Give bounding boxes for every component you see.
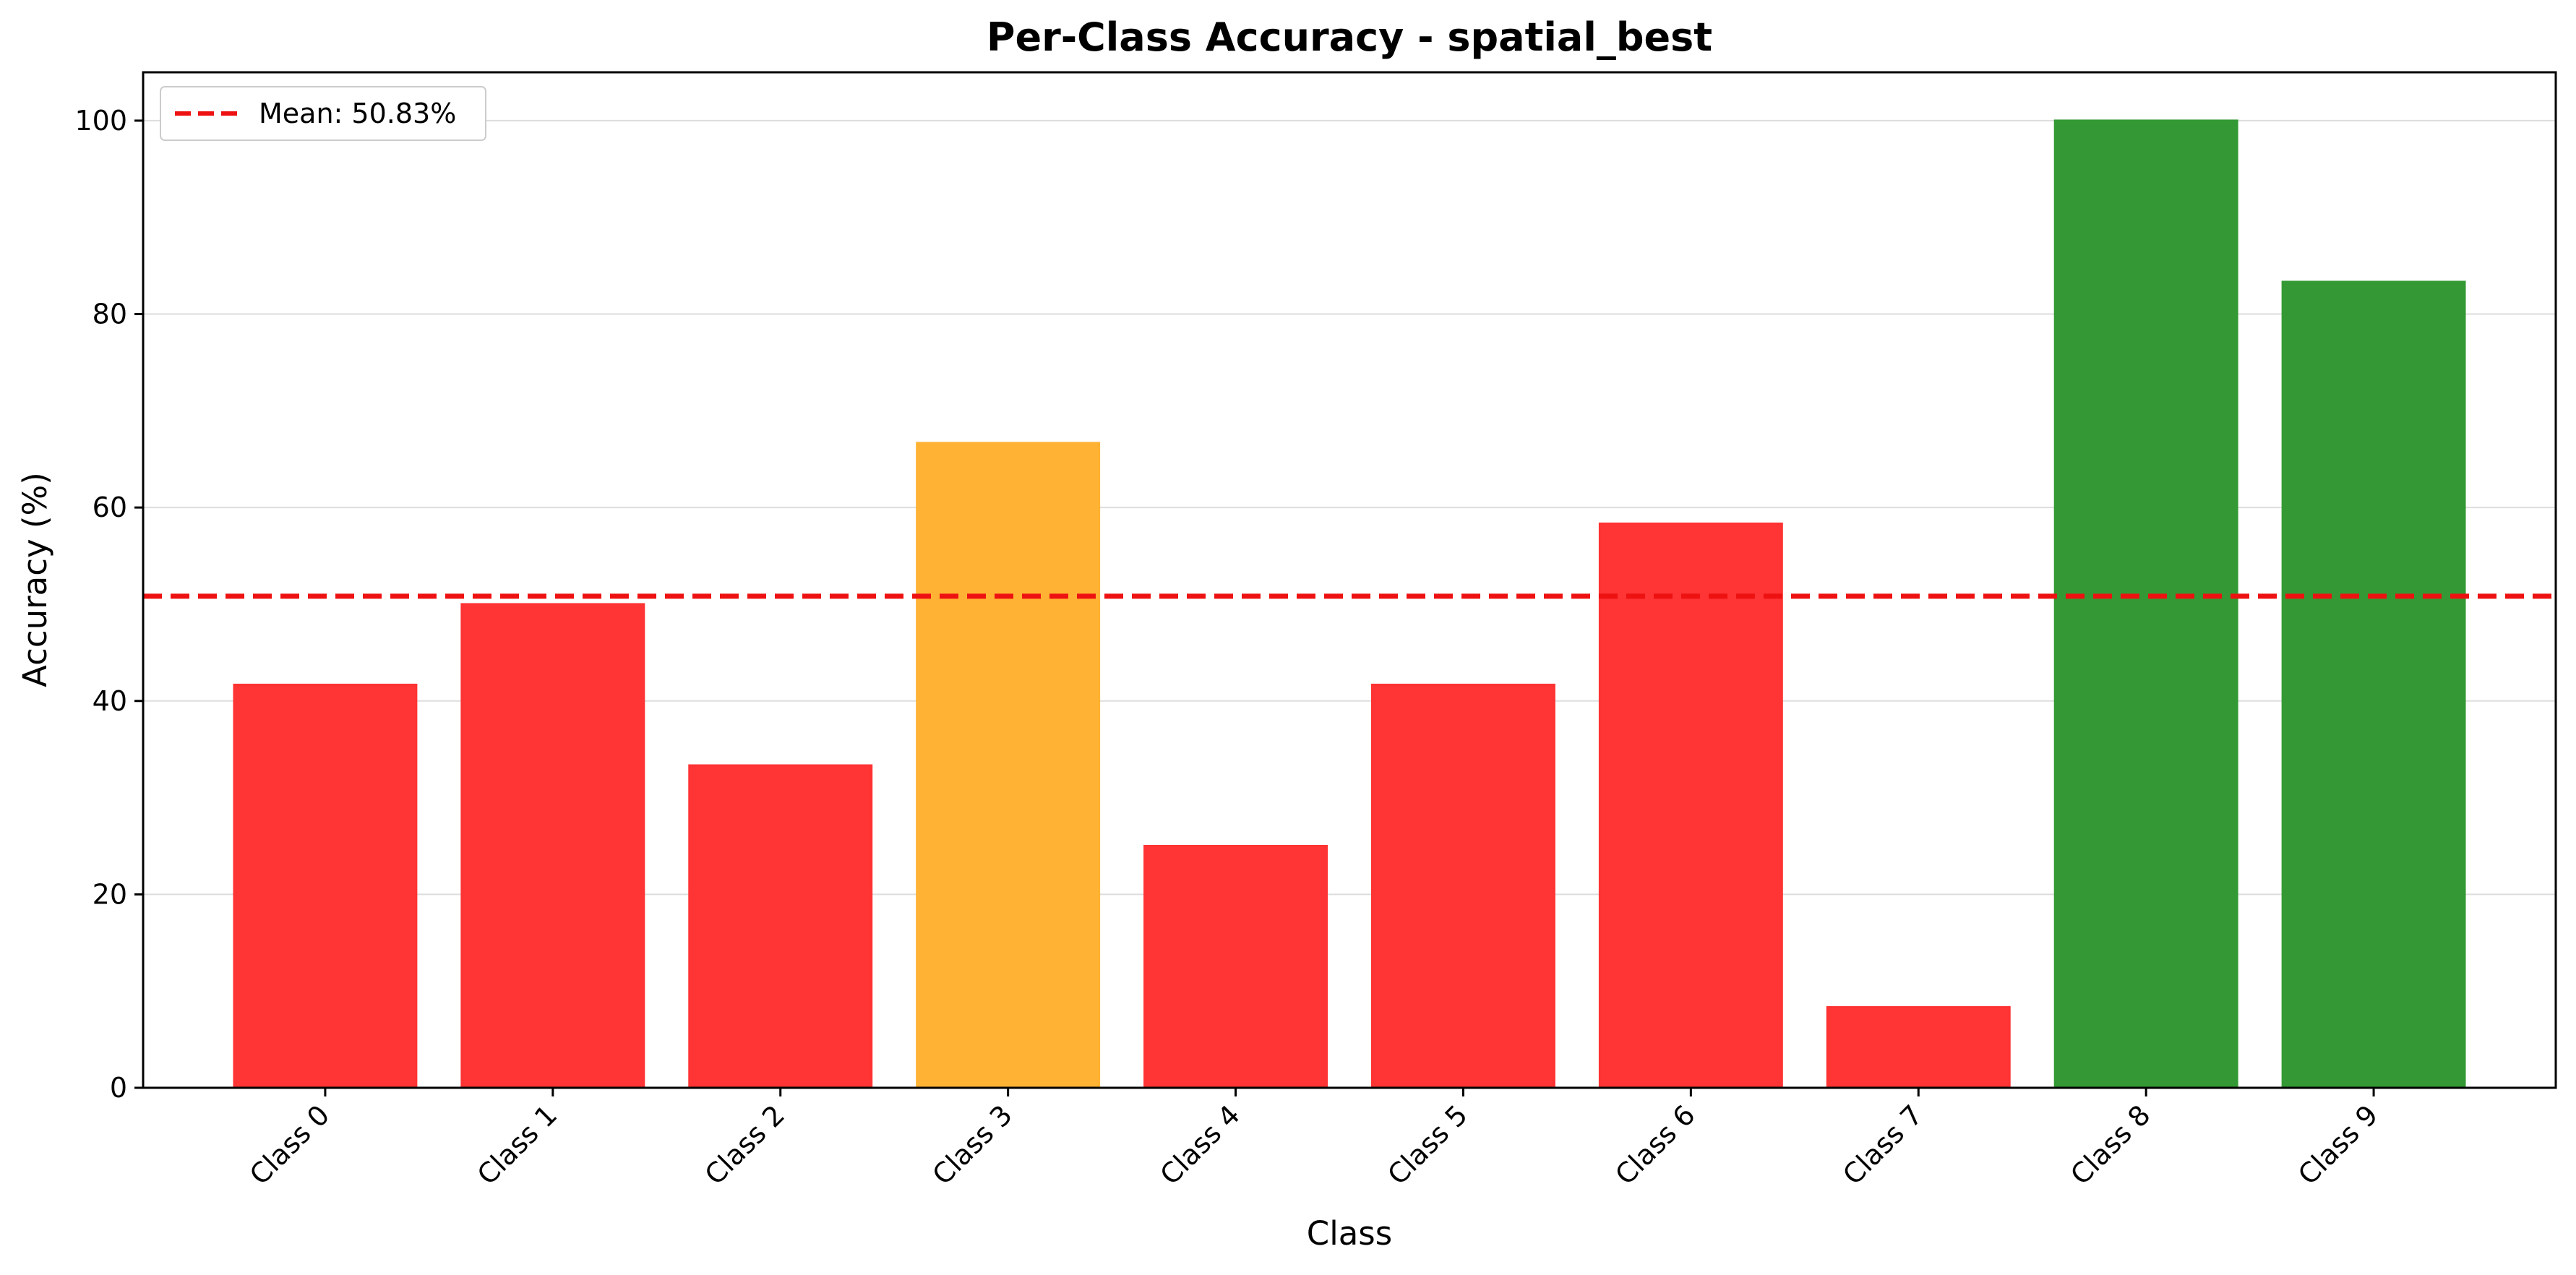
chart-title: Per-Class Accuracy - spatial_best bbox=[987, 14, 1712, 60]
bar bbox=[1370, 683, 1555, 1089]
y-tick-label: 0 bbox=[110, 1072, 127, 1104]
x-tick-label: Class 4 bbox=[1154, 1099, 1245, 1190]
y-tick-label: 100 bbox=[74, 105, 127, 137]
bar bbox=[1598, 522, 1783, 1089]
y-axis: 0 20 40 60 80 100 bbox=[74, 105, 143, 1104]
legend-box bbox=[160, 86, 486, 141]
bar bbox=[2281, 280, 2466, 1089]
bar bbox=[916, 442, 1101, 1089]
y-tick-label: 60 bbox=[93, 491, 127, 523]
y-tick-label: 20 bbox=[93, 878, 127, 910]
x-axis-label: Class bbox=[1307, 1214, 1392, 1253]
x-tick-label: Class 3 bbox=[927, 1099, 1018, 1190]
plot-frame bbox=[142, 71, 2557, 1089]
bar bbox=[1826, 1006, 2011, 1089]
x-tick-label: Class 5 bbox=[1381, 1099, 1473, 1190]
x-tick-label: Class 9 bbox=[2292, 1099, 2384, 1190]
y-axis-label: Accuracy (%) bbox=[16, 472, 54, 687]
bar bbox=[233, 683, 418, 1089]
x-tick-label: Class 6 bbox=[1609, 1099, 1701, 1190]
x-tick-label: Class 2 bbox=[699, 1099, 791, 1190]
bar bbox=[460, 603, 645, 1089]
legend-mean-label: Mean: 50.83% bbox=[259, 98, 456, 129]
x-tick-label: Class 1 bbox=[471, 1099, 563, 1190]
y-tick-label: 40 bbox=[93, 685, 127, 717]
x-tick-label: Class 8 bbox=[2064, 1099, 2156, 1190]
x-axis: Class 0 Class 1 Class 2 Class 3 Class 4 Class… bbox=[244, 1088, 2384, 1191]
bar bbox=[688, 764, 873, 1089]
x-tick-label: Class 0 bbox=[244, 1099, 335, 1190]
x-tick-label: Class 7 bbox=[1837, 1099, 1928, 1190]
bars bbox=[233, 119, 2466, 1089]
bar bbox=[2053, 119, 2238, 1089]
bar bbox=[1143, 844, 1328, 1089]
legend: Mean: 50.83% bbox=[160, 86, 486, 141]
y-tick-label: 80 bbox=[93, 299, 127, 330]
